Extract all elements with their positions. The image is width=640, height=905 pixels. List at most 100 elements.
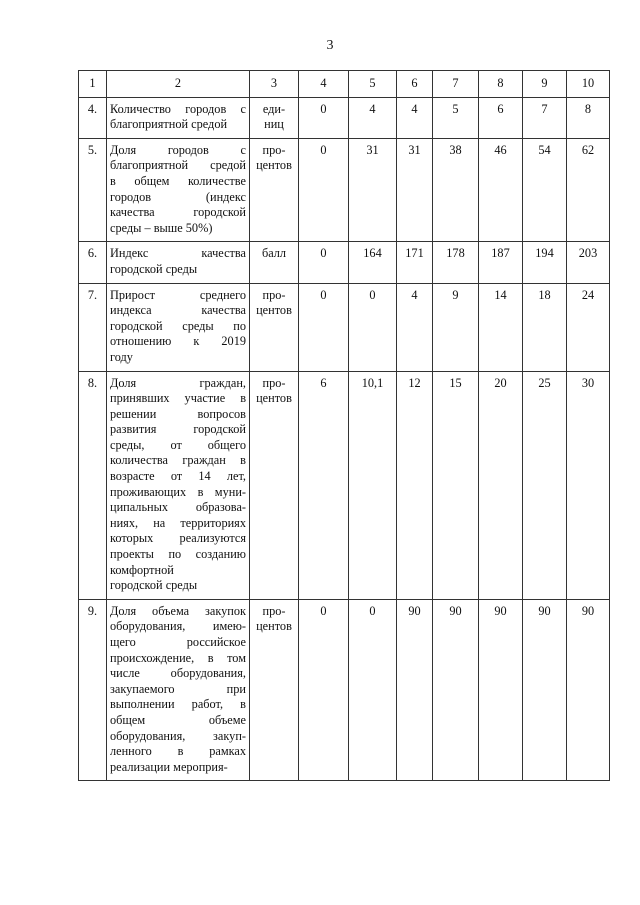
column-header: 10	[566, 70, 610, 98]
unit-line: про-	[262, 603, 286, 618]
indicator-name-line: качества городской	[110, 205, 246, 220]
value-cell: 90	[522, 598, 567, 782]
indicator-name: Доля объема закупок оборудования, имею-ще…	[106, 598, 250, 782]
column-header: 3	[249, 70, 299, 98]
column-header: 2	[106, 70, 250, 98]
value-cell: 24	[566, 282, 610, 372]
unit: еди-ниц	[249, 96, 299, 139]
value-cell: 25	[522, 370, 567, 600]
indicator-name-line: общем объеме	[110, 712, 246, 727]
column-header: 8	[478, 70, 523, 98]
table-row: 6. Индекс качества городской среды балл 0 164…	[78, 241, 610, 284]
column-header: 7	[432, 70, 479, 98]
value-cell: 90	[478, 598, 523, 782]
row-number: 8.	[78, 370, 107, 600]
value-cell: 90	[566, 598, 610, 782]
indicator-name-line: выполнении работ, в	[110, 697, 246, 712]
value-cell: 9	[432, 282, 479, 372]
indicator-name: Количество городов с благоприятной средой	[106, 96, 250, 139]
indicator-name-line: Доля объема закупок	[110, 603, 246, 618]
value-cell: 194	[522, 241, 567, 284]
indicator-name-line: оборудования, закуп-	[110, 728, 246, 743]
unit: балл	[249, 241, 299, 284]
value-cell: 18	[522, 282, 567, 372]
table-row: 9. Доля объема закупок оборудования, имею-…	[78, 598, 610, 782]
indicator-name-line: отношению к 2019	[110, 334, 246, 349]
unit-line: балл	[261, 246, 287, 261]
row-number: 7.	[78, 282, 107, 372]
unit-line: центов	[256, 391, 292, 406]
unit: про-центов	[249, 370, 299, 600]
indicator-name-line: Доля граждан,	[110, 375, 246, 390]
value-cell: 90	[396, 598, 433, 782]
value-cell: 7	[522, 96, 567, 139]
value-cell: 14	[478, 282, 523, 372]
indicator-name-line: году	[110, 349, 133, 364]
unit-line: центов	[256, 158, 292, 173]
value-cell: 0	[298, 241, 349, 284]
unit-line: центов	[256, 619, 292, 634]
indicator-name-line: городской среды	[110, 261, 198, 276]
column-header: 1	[78, 70, 107, 98]
value-cell: 164	[348, 241, 397, 284]
table-row: 8. Доля граждан, принявших участие в решени…	[78, 370, 610, 600]
indicator-name-line: Количество городов с	[110, 101, 246, 116]
value-cell: 0	[348, 282, 397, 372]
indicator-name-line: происхождение, в том	[110, 650, 246, 665]
value-cell: 54	[522, 137, 567, 243]
value-cell: 0	[298, 282, 349, 372]
value-cell: 46	[478, 137, 523, 243]
value-cell: 30	[566, 370, 610, 600]
indicator-name-line: Прирост среднего	[110, 287, 246, 302]
table-row: 7. Прирост среднего индекса качества городс…	[78, 282, 610, 372]
indicator-name-line: развития городской	[110, 422, 246, 437]
indicator-name-line: городской среды	[110, 578, 198, 593]
unit-line: про-	[262, 287, 286, 302]
value-cell: 4	[396, 282, 433, 372]
indicator-name-line: закупаемого при	[110, 681, 246, 696]
unit: про-центов	[249, 282, 299, 372]
indicator-name-line: оборудования, имею-	[110, 619, 246, 634]
header-row: 1 2 3 4 5 6 7 8 9 10	[78, 70, 610, 98]
indicator-name-line: ципальных образова-	[110, 500, 246, 515]
indicator-name-line: возрасте от 14 лет,	[110, 469, 246, 484]
column-header: 6	[396, 70, 433, 98]
unit-line: центов	[256, 303, 292, 318]
indicator-name-line: городов (индекс	[110, 189, 246, 204]
value-cell: 5	[432, 96, 479, 139]
column-header: 5	[348, 70, 397, 98]
value-cell: 38	[432, 137, 479, 243]
row-number: 6.	[78, 241, 107, 284]
indicator-name-line: проекты по созданию	[110, 547, 246, 562]
value-cell: 31	[396, 137, 433, 243]
value-cell: 0	[298, 137, 349, 243]
indicator-name-line: принявших участие в	[110, 391, 246, 406]
page-number: 3	[326, 38, 334, 53]
indicator-name-line: реализации мероприя-	[110, 759, 228, 774]
indicator-name-line: в общем количестве	[110, 173, 246, 188]
value-cell: 4	[348, 96, 397, 139]
value-cell: 12	[396, 370, 433, 600]
indicator-name-line: решении вопросов	[110, 406, 246, 421]
row-number: 4.	[78, 96, 107, 139]
indicator-name-line: индекса качества	[110, 303, 246, 318]
indicator-name: Доля граждан, принявших участие в решении …	[106, 370, 250, 600]
indicator-name-line: благоприятной средой	[110, 158, 246, 173]
value-cell: 178	[432, 241, 479, 284]
indicator-name-line: ниях, на территориях	[110, 515, 246, 530]
value-cell: 171	[396, 241, 433, 284]
unit: про-центов	[249, 137, 299, 243]
indicator-name-line: комфортной	[110, 562, 174, 577]
indicator-name-line: проживающих в муни-	[110, 484, 246, 499]
value-cell: 0	[298, 598, 349, 782]
value-cell: 203	[566, 241, 610, 284]
value-cell: 8	[566, 96, 610, 139]
indicator-name-line: Доля городов с	[110, 142, 246, 157]
value-cell: 31	[348, 137, 397, 243]
value-cell: 0	[298, 96, 349, 139]
indicator-name-line: среды, от общего	[110, 437, 246, 452]
unit-line: ниц	[264, 117, 284, 132]
value-cell: 10,1	[348, 370, 397, 600]
value-cell: 90	[432, 598, 479, 782]
indicator-name-line: щего российское	[110, 635, 246, 649]
